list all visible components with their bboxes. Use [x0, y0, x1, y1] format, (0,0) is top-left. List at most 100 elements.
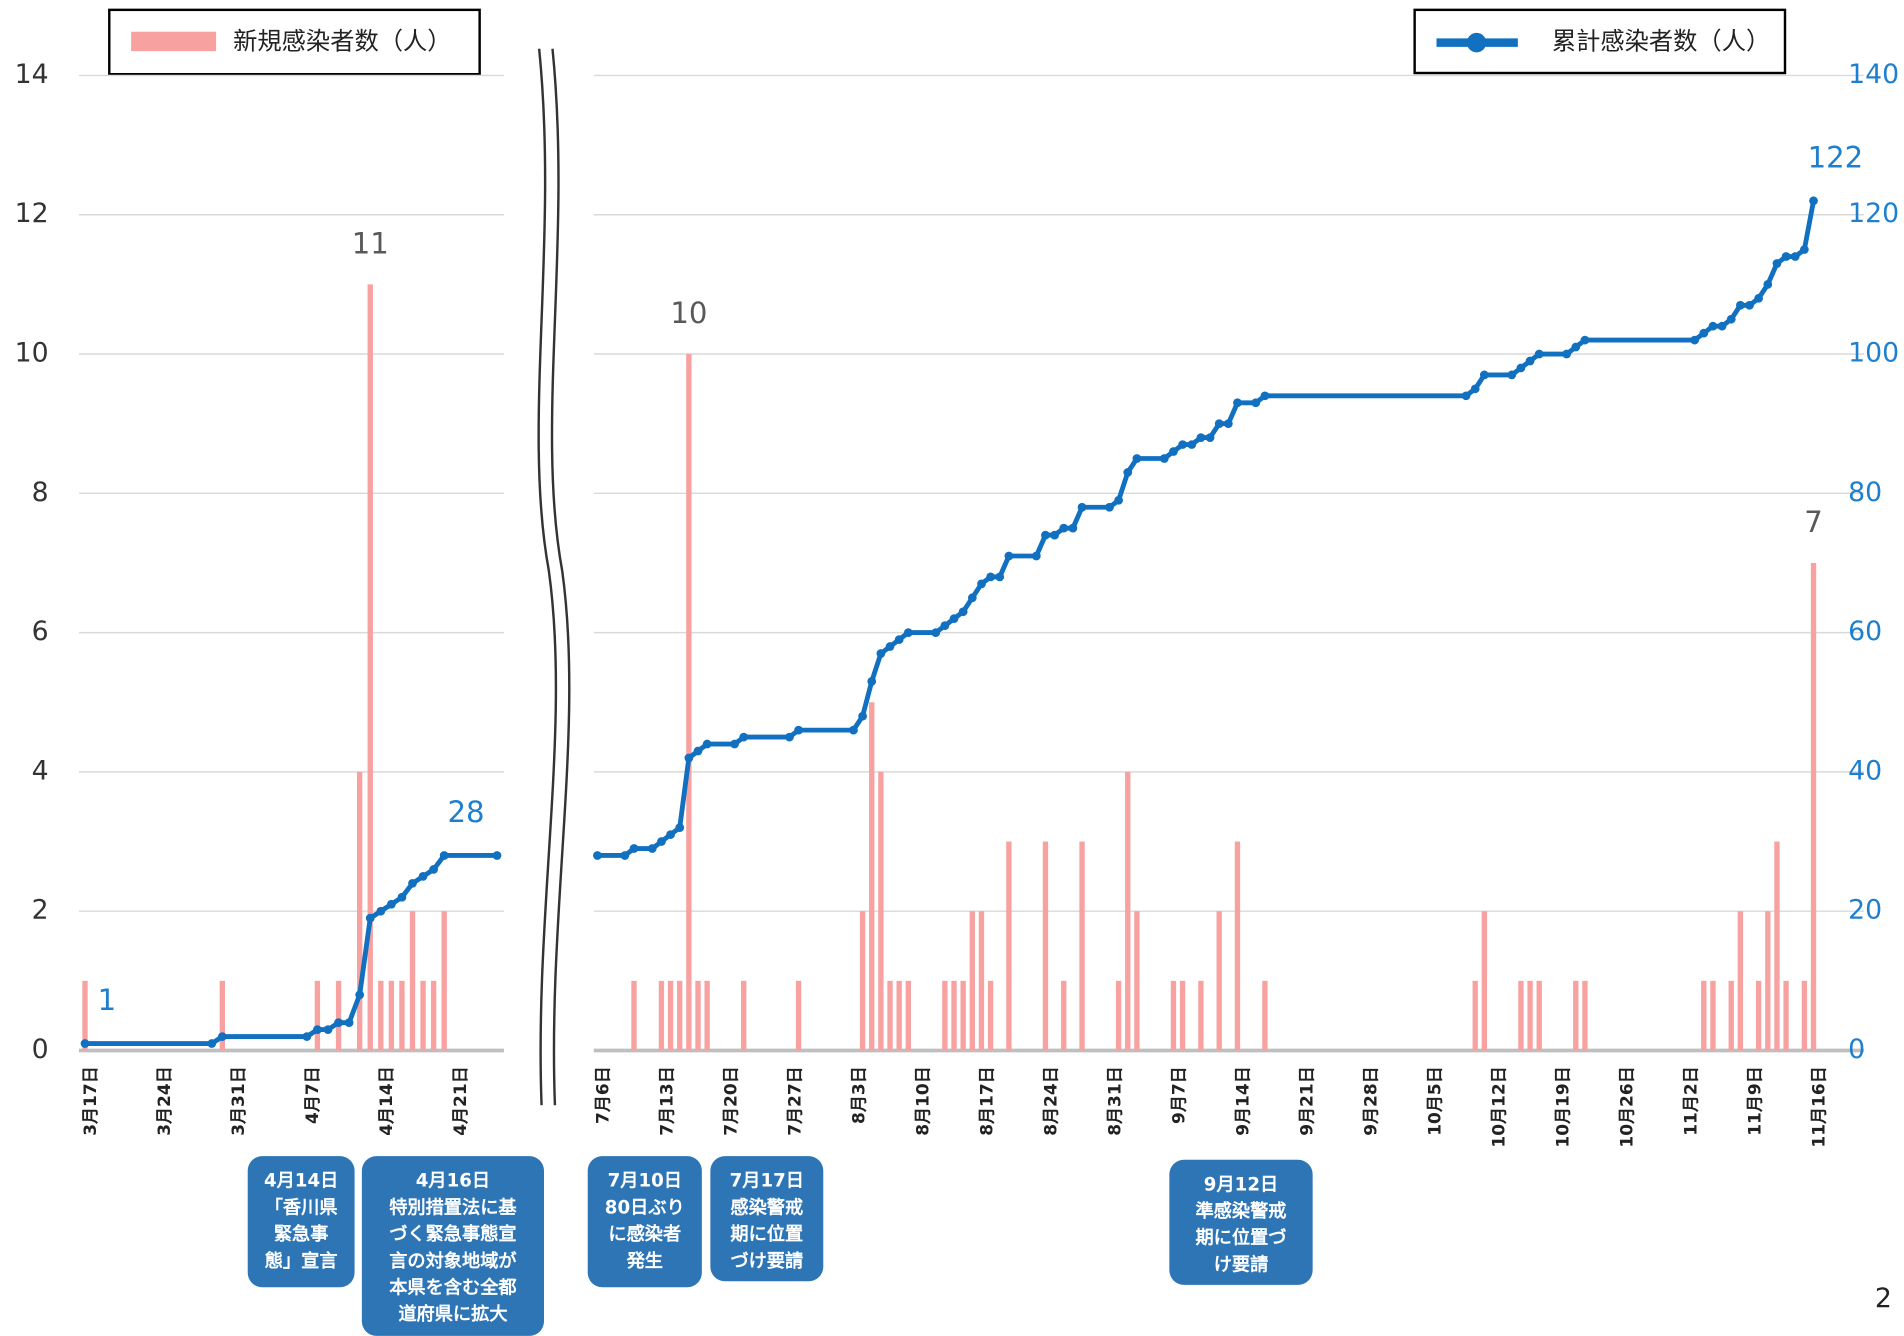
cumulative-point: [1580, 335, 1590, 345]
x-tick-label: 9月7日: [1170, 1066, 1190, 1124]
axis-break: [550, 48, 571, 1106]
x-tick-label: 10月19日: [1554, 1066, 1574, 1147]
annotation-text: 本県を含む全都: [389, 1277, 516, 1299]
bar: [1755, 980, 1762, 1051]
cumulative-point: [397, 892, 407, 902]
cumulative-point: [408, 878, 417, 888]
cumulative-point: [1251, 398, 1261, 408]
annotation-box: [247, 1156, 355, 1288]
x-tick-label: 4月21日: [451, 1066, 471, 1135]
x-tick-label: 9月14日: [1234, 1066, 1254, 1136]
annotation-text: づけ要請: [730, 1250, 803, 1272]
bar: [951, 980, 957, 1051]
x-tick-label: 7月13日: [658, 1066, 678, 1136]
bar: [1801, 980, 1808, 1051]
cumulative-point: [1123, 468, 1133, 477]
bar: [1006, 841, 1012, 1051]
cumulative-point: [940, 621, 950, 631]
cumulative-point: [1525, 356, 1535, 366]
x-tick-label: 3月24日: [155, 1066, 175, 1136]
y-tick-label: 14: [15, 59, 49, 90]
cumulative-point: [1004, 551, 1014, 561]
cumulative-point: [1781, 252, 1791, 261]
bar: [942, 980, 948, 1051]
cumulative-line: [597, 200, 1816, 858]
annotation-box: [1169, 1159, 1313, 1285]
x-tick-label: 3月31日: [229, 1066, 249, 1136]
x-tick-label: 11月2日: [1682, 1066, 1702, 1136]
bar: [1728, 980, 1734, 1051]
cumulative-point: [657, 837, 666, 846]
cumulative-point: [1059, 523, 1069, 533]
cumulative-point: [693, 746, 703, 756]
bar: [969, 911, 975, 1051]
bar: [960, 980, 966, 1051]
cumulative-point: [977, 579, 986, 589]
legend-swatch: [131, 31, 217, 52]
cumulative-point: [1809, 196, 1818, 206]
x-tick-label: 10月12日: [1490, 1066, 1510, 1147]
annotation-text: 感染警戒: [730, 1196, 803, 1218]
cumulative-point: [1461, 391, 1471, 401]
bar: [367, 284, 373, 1051]
cumulative-point: [1754, 293, 1764, 303]
cumulative-point: [1745, 300, 1754, 310]
x-tick-label: 8月31日: [1106, 1066, 1126, 1136]
cumulative-point: [785, 732, 794, 742]
bar: [1170, 980, 1177, 1051]
y-tick-label: 12: [15, 198, 49, 229]
cumulative-point: [217, 1032, 227, 1041]
bar: [1079, 841, 1085, 1051]
cumulative-point: [1726, 314, 1736, 324]
cumulative-point: [675, 823, 685, 832]
y-tick-label: 10: [15, 338, 49, 369]
bar: [686, 354, 692, 1051]
bar: [1115, 980, 1122, 1051]
y2-tick-label: 20: [1848, 895, 1882, 926]
annotation-box: [361, 1156, 544, 1336]
y2-tick-label: 40: [1848, 755, 1882, 786]
cumulative-point: [1562, 349, 1572, 359]
x-tick-label: 7月20日: [722, 1066, 742, 1136]
bar: [1061, 980, 1067, 1051]
x-tick-label: 3月17日: [81, 1066, 101, 1136]
annotation-text: 言の対象地域が: [389, 1250, 517, 1272]
cumulative-point: [967, 593, 977, 603]
annotation-text: づく緊急事態宣: [389, 1223, 516, 1245]
bar: [1527, 980, 1533, 1051]
cumulative-point: [1159, 454, 1169, 463]
bar: [905, 980, 911, 1051]
cumulative-point: [1571, 342, 1581, 352]
data-label: 7: [1804, 505, 1823, 539]
cumulative-point: [702, 739, 712, 749]
bar: [409, 911, 416, 1051]
annotation-text: 発生: [626, 1250, 663, 1272]
bar: [1518, 980, 1524, 1051]
x-tick-label: 9月21日: [1298, 1066, 1318, 1136]
bar: [388, 980, 395, 1051]
cumulative-point: [1169, 447, 1178, 456]
annotation-text: 準感染警戒: [1195, 1200, 1286, 1222]
axis-break: [537, 48, 558, 1106]
bar: [1481, 911, 1488, 1051]
bar: [82, 980, 88, 1051]
x-tick-label: 8月17日: [978, 1066, 998, 1136]
cumulative-point: [344, 1018, 354, 1028]
bar: [1810, 562, 1817, 1051]
cumulative-point: [666, 830, 675, 839]
y-tick-label: 6: [32, 616, 49, 647]
cumulative-point: [1132, 454, 1142, 463]
cumulative-point: [1178, 440, 1187, 449]
bar: [878, 771, 884, 1051]
legend-label: 新規感染者数（人）: [233, 27, 451, 56]
bar: [1234, 841, 1241, 1051]
cumulative-point: [1699, 328, 1709, 338]
legend-label: 累計感染者数（人）: [1552, 27, 1770, 56]
x-tick-label: 7月27日: [786, 1066, 806, 1136]
cumulative-point: [302, 1032, 312, 1041]
cumulative-point: [1068, 523, 1078, 533]
y2-tick-label: 0: [1848, 1034, 1865, 1065]
cumulative-point: [593, 851, 602, 860]
annotation-box: [587, 1156, 702, 1288]
